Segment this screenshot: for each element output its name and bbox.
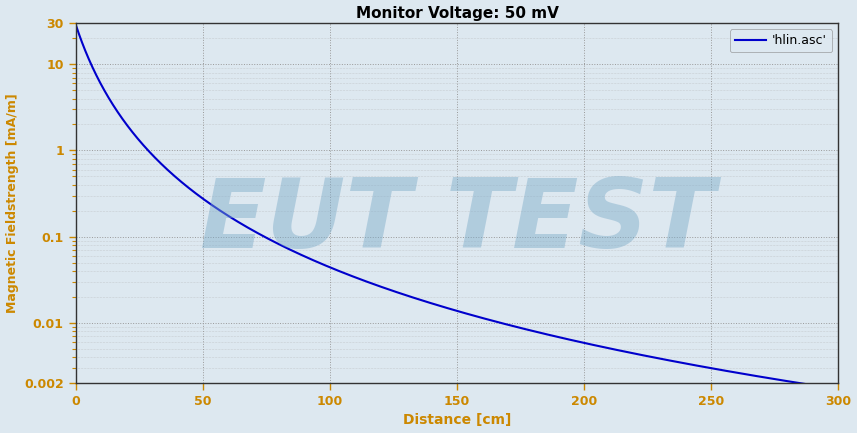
Line: 'hlin.asc': 'hlin.asc' bbox=[75, 24, 838, 389]
'hlin.asc' bbox=[70, 22, 81, 27]
Title: Monitor Voltage: 50 mV: Monitor Voltage: 50 mV bbox=[356, 6, 559, 20]
Y-axis label: Magnetic Fieldstrength [mA/m]: Magnetic Fieldstrength [mA/m] bbox=[5, 93, 19, 313]
Legend: 'hlin.asc': 'hlin.asc' bbox=[729, 29, 832, 52]
'hlin.asc' bbox=[209, 204, 219, 209]
'hlin.asc' bbox=[833, 387, 843, 392]
X-axis label: Distance [cm]: Distance [cm] bbox=[403, 414, 512, 427]
'hlin.asc' bbox=[362, 279, 372, 284]
'hlin.asc' bbox=[566, 337, 577, 343]
Text: EUT TEST: EUT TEST bbox=[200, 174, 715, 268]
'hlin.asc' bbox=[639, 353, 650, 358]
'hlin.asc' bbox=[528, 329, 538, 334]
'hlin.asc' bbox=[698, 364, 708, 369]
